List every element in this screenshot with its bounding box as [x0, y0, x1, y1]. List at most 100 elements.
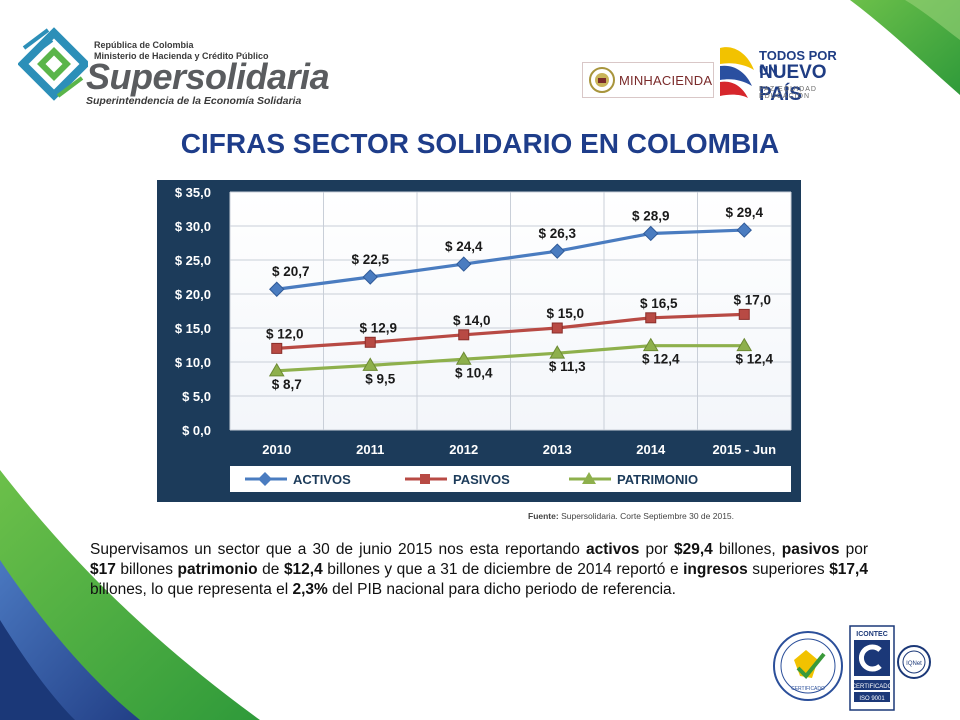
y-tick-label: $ 0,0 [182, 423, 211, 438]
x-tick-label: 2010 [262, 442, 291, 457]
campaign-line-3: PAZ EQUIDAD EDUCACIÓN [759, 86, 817, 100]
icontec-seal-icon: ICONTEC CERTIFICADO ISO 9001 [849, 625, 895, 711]
text-run: por [639, 541, 674, 558]
data-point-activos [549, 243, 565, 259]
legend-label: PATRIMONIO [617, 472, 698, 487]
data-label: $ 12,9 [359, 320, 397, 335]
data-label: $ 29,4 [725, 205, 763, 220]
coat-of-arms-icon [589, 67, 615, 93]
data-point-activos [269, 281, 285, 297]
series-line-activos [276, 228, 745, 291]
supersolidaria-logo [18, 18, 318, 110]
gestion-seal-icon: CERTIFICADO [773, 631, 843, 701]
bold-run: 2,3% [292, 581, 328, 598]
data-point-patrimonio [455, 351, 472, 365]
campaign-logo: TODOS POR UN NUEVO PAÍS PAZ EQUIDAD EDUC… [716, 40, 856, 105]
text-run: Supervisamos un sector que a 30 de junio… [90, 541, 586, 558]
text-run: billones, lo que representa el [90, 581, 293, 598]
seal2-top: ICONTEC [856, 631, 888, 638]
text-run: billones, [712, 541, 782, 558]
data-label: $ 24,4 [445, 239, 483, 254]
line-chart: $ 0,0 $ 5,0 $ 10,0 $ 15,0 $ 20,0 $ 25,0 $ 30,0… [157, 180, 801, 502]
y-tick-label: $ 25,0 [175, 253, 211, 268]
seal2-bottom: ISO 9001 [859, 696, 885, 702]
data-point-patrimonio [549, 345, 566, 359]
source-label: Fuente: [528, 511, 559, 521]
minhacienda-text: MINHACIENDA [619, 73, 713, 88]
x-tick-label: 2014 [636, 442, 666, 457]
legend-marker [420, 474, 430, 484]
series-line-patrimonio [276, 344, 745, 373]
data-label: $ 26,3 [538, 226, 576, 241]
y-tick-label: $ 30,0 [175, 219, 211, 234]
data-label: $ 9,5 [365, 371, 396, 386]
text-run: por [839, 541, 868, 558]
data-label: $ 8,7 [272, 377, 302, 392]
y-tick-label: $ 35,0 [175, 185, 211, 200]
campaign-line-1: TODOS POR UN [759, 48, 837, 78]
data-label: $ 20,7 [272, 264, 310, 279]
y-tick-label: $ 5,0 [182, 389, 211, 404]
data-point-pasivos [551, 322, 563, 334]
seal3-text: IQNet [906, 661, 922, 667]
text-run: superiores [747, 561, 830, 578]
data-point-patrimonio [268, 362, 285, 377]
data-label: $ 16,5 [640, 296, 678, 311]
data-point-activos [362, 269, 378, 285]
page-title: CIFRAS SECTOR SOLIDARIO EN COLOMBIA [180, 128, 780, 159]
bold-run: $17 [90, 561, 116, 578]
data-label: $ 12,0 [266, 326, 304, 341]
legend-label: PASIVOS [453, 472, 510, 487]
data-point-patrimonio [362, 357, 379, 371]
y-tick-label: $ 15,0 [175, 321, 211, 336]
legend-marker [582, 472, 596, 484]
data-point-pasivos [364, 336, 376, 348]
data-point-patrimonio [736, 337, 753, 352]
data-label: $ 28,9 [632, 208, 670, 223]
summary-paragraph: Supervisamos un sector que a 30 de junio… [90, 540, 868, 600]
data-point-activos [643, 225, 659, 242]
y-tick-label: $ 10,0 [175, 355, 211, 370]
text-run: billones [115, 561, 178, 578]
source-note: Fuente: Supersolidaria. Corte Septiembre… [528, 511, 734, 521]
x-tick-label: 2011 [356, 442, 384, 457]
legend-box [230, 466, 791, 492]
y-tick-label: $ 20,0 [175, 287, 211, 302]
org-line-2: Ministerio de Hacienda y Crédito Público [94, 51, 269, 61]
data-point-activos [736, 222, 752, 238]
data-label: $ 12,4 [642, 352, 680, 367]
legend-label: ACTIVOS [293, 472, 351, 487]
bold-run: $29,4 [673, 541, 713, 558]
bold-run: ingresos [683, 561, 748, 578]
org-line-1: República de Colombia [94, 40, 194, 50]
campaign-feather-icon [720, 47, 754, 98]
text-run: del PIB nacional para dicho periodo de r… [327, 581, 676, 598]
data-point-activos [456, 256, 472, 272]
bold-run: $12,4 [283, 561, 323, 578]
x-tick-label: 2012 [449, 442, 478, 457]
seal2-mid: CERTIFICADO [852, 684, 893, 690]
data-label: $ 17,0 [733, 292, 771, 307]
data-point-patrimonio [642, 337, 659, 352]
series-line-pasivos [276, 312, 745, 350]
bold-run: pasivos [781, 541, 840, 558]
data-point-pasivos [645, 312, 657, 324]
certification-seals: CERTIFICADO ICONTEC CERTIFICADO ISO 9001… [773, 625, 931, 711]
data-label: $ 15,0 [546, 306, 584, 321]
data-label: $ 11,3 [549, 359, 586, 374]
x-tick-label: 2015 - Jun [712, 442, 776, 457]
legend-marker [258, 472, 272, 486]
data-point-pasivos [271, 342, 283, 354]
supersolidaria-emblem-icon [18, 27, 88, 101]
data-point-pasivos [458, 329, 470, 341]
x-tick-label: 2013 [543, 442, 572, 457]
data-label: $ 22,5 [351, 252, 389, 267]
org-subtitle: Superintendencia de la Economía Solidari… [86, 95, 302, 107]
text-run: billones y que a 31 de diciembre de 2014… [322, 561, 684, 578]
bold-run: patrimonio [177, 561, 258, 578]
seal1-text: CERTIFICADO [791, 686, 825, 692]
data-label: $ 14,0 [453, 313, 491, 328]
data-label: $ 10,4 [455, 365, 493, 380]
data-label: $ 12,4 [735, 352, 773, 367]
